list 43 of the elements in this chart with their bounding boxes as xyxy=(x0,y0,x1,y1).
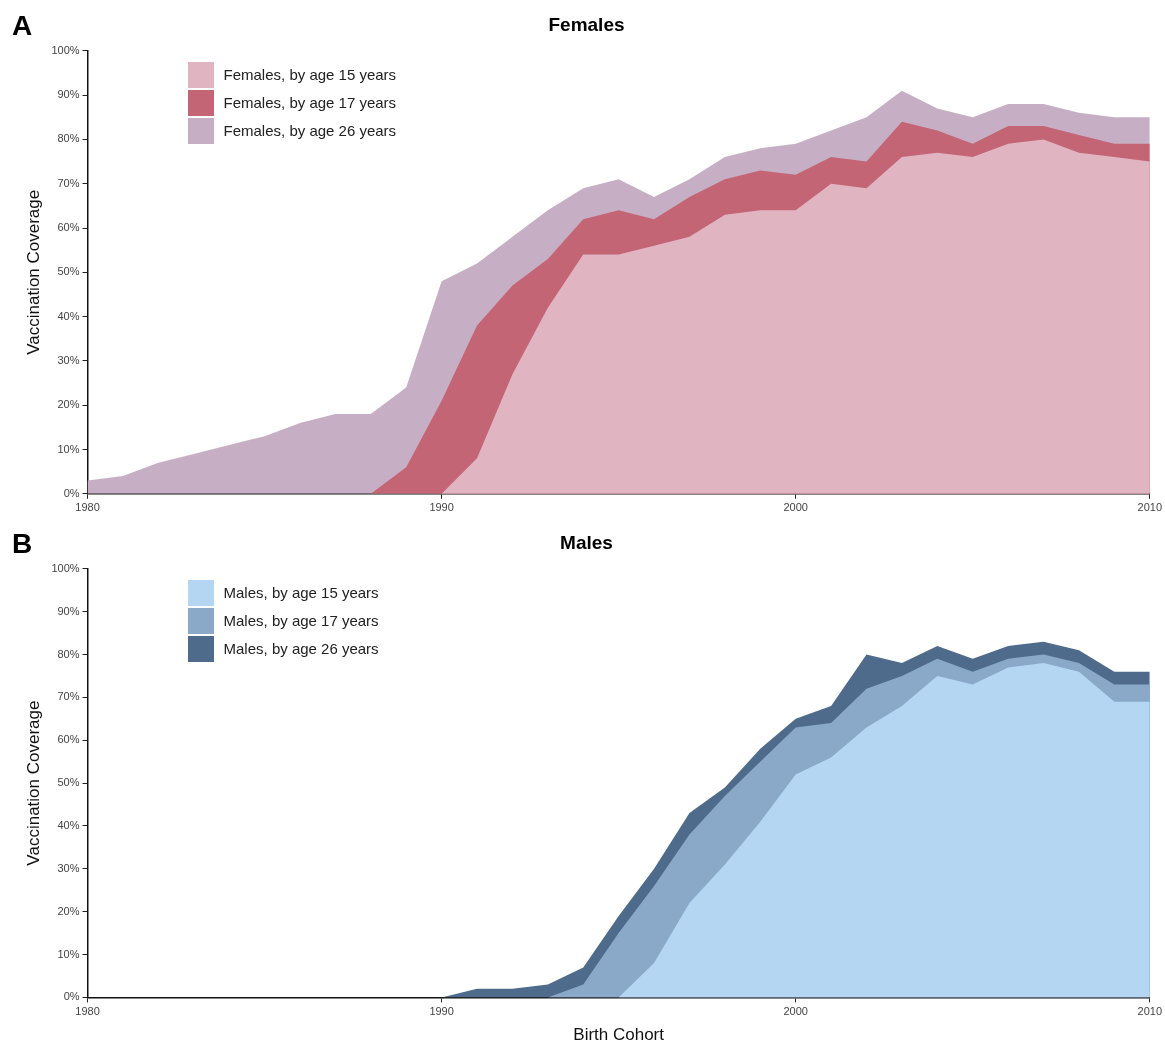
x-axis-title: Birth Cohort xyxy=(573,1025,665,1045)
y-tick-label: 30% xyxy=(57,353,80,366)
y-tick-label: 0% xyxy=(63,486,80,499)
x-tick-label: 1990 xyxy=(429,1005,454,1018)
y-tick-label: 50% xyxy=(57,265,80,278)
y-tick-label: 90% xyxy=(57,604,80,617)
y-tick-label: 50% xyxy=(57,776,80,789)
y-tick-label: 60% xyxy=(57,733,80,746)
y-tick-label: 100% xyxy=(51,43,80,56)
x-tick-label: 1990 xyxy=(429,501,454,514)
y-tick-label: 40% xyxy=(57,818,80,831)
y-tick-label: 10% xyxy=(57,947,80,960)
x-tick-label: 1980 xyxy=(75,1005,100,1018)
y-tick-label: 30% xyxy=(57,861,80,874)
y-tick-label: 100% xyxy=(51,561,80,574)
legend-label: Females, by age 15 years xyxy=(223,66,397,84)
y-tick-label: 20% xyxy=(57,904,80,917)
legend-label: Males, by age 15 years xyxy=(223,584,379,602)
x-tick-label: 2000 xyxy=(783,1005,808,1018)
x-tick-label: 1980 xyxy=(75,501,100,514)
y-tick-label: 0% xyxy=(63,990,80,1003)
y-tick-label: 70% xyxy=(57,176,80,189)
y-tick-label: 60% xyxy=(57,221,80,234)
y-tick-label: 90% xyxy=(57,88,80,101)
legend-label: Females, by age 26 years xyxy=(223,122,397,140)
chart-title: Females xyxy=(548,13,625,35)
y-axis-title: Vaccination Coverage xyxy=(23,189,43,355)
legend-label: Females, by age 17 years xyxy=(223,94,397,112)
y-tick-label: 10% xyxy=(57,442,80,455)
y-tick-label: 40% xyxy=(57,309,80,322)
chart-title: Males xyxy=(560,531,613,553)
legend-label: Males, by age 17 years xyxy=(223,612,379,630)
text: B xyxy=(12,528,33,560)
text: A xyxy=(12,10,33,42)
y-tick-label: 80% xyxy=(57,132,80,145)
x-tick-label: 2010 xyxy=(1137,501,1163,514)
y-tick-label: 80% xyxy=(57,647,80,660)
y-axis-title: Vaccination Coverage xyxy=(23,700,43,866)
y-tick-label: 20% xyxy=(57,398,80,411)
x-tick-label: 2000 xyxy=(783,501,808,514)
legend-label: Males, by age 26 years xyxy=(223,640,379,658)
y-tick-label: 70% xyxy=(57,690,80,703)
x-tick-label: 2010 xyxy=(1137,1005,1163,1018)
